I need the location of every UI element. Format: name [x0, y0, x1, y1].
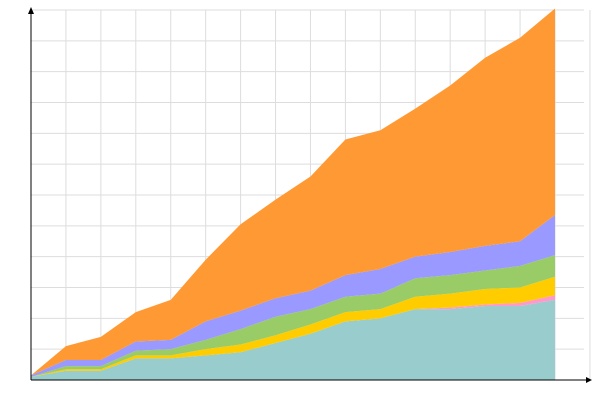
area-series-4 [31, 255, 555, 377]
axes [28, 7, 592, 383]
area-series-group [31, 8, 555, 380]
x-axis-arrow [586, 377, 592, 383]
y-axis-arrow [28, 7, 34, 14]
area-series-3 [31, 276, 555, 377]
area-series-6 [31, 8, 555, 376]
area-series-5 [31, 215, 555, 377]
area-series-1 [31, 299, 555, 380]
